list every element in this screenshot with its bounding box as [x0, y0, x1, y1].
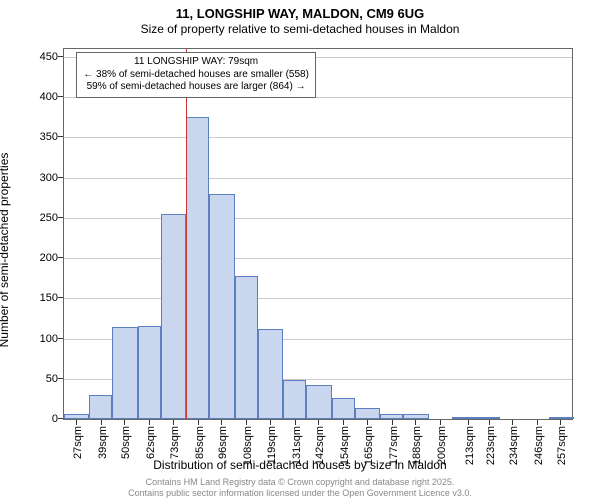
x-tick	[270, 420, 271, 425]
footer: Contains HM Land Registry data © Crown c…	[0, 477, 600, 499]
x-tick	[392, 420, 393, 425]
x-tick	[318, 420, 319, 425]
title-block: 11, LONGSHIP WAY, MALDON, CM9 6UG Size o…	[0, 0, 600, 37]
chart-container: 11, LONGSHIP WAY, MALDON, CM9 6UG Size o…	[0, 0, 600, 500]
histogram-bar	[549, 417, 574, 419]
x-tick-label: 73sqm	[169, 426, 181, 459]
x-tick-label: 50sqm	[120, 426, 132, 459]
histogram-bar	[380, 414, 403, 419]
x-tick	[221, 420, 222, 425]
x-tick	[489, 420, 490, 425]
histogram-bar	[283, 380, 306, 419]
y-tick-label: 350	[40, 131, 58, 143]
x-tick-label: 27sqm	[72, 426, 84, 459]
histogram-bar	[306, 385, 331, 419]
x-tick	[343, 420, 344, 425]
histogram-bar	[452, 417, 477, 419]
gridline-h	[64, 218, 572, 219]
histogram-bar	[209, 194, 234, 419]
histogram-bar	[355, 408, 380, 419]
x-tick	[124, 420, 125, 425]
callout-box: 11 LONGSHIP WAY: 79sqm← 38% of semi-deta…	[76, 52, 316, 98]
y-tick-label: 100	[40, 333, 58, 345]
callout-line2: ← 38% of semi-detached houses are smalle…	[83, 69, 309, 82]
chart-title: 11, LONGSHIP WAY, MALDON, CM9 6UG	[0, 6, 600, 22]
x-axis-label: Distribution of semi-detached houses by …	[0, 458, 600, 472]
histogram-bar	[64, 414, 89, 419]
gridline-h	[64, 258, 572, 259]
x-tick-label: 96sqm	[217, 426, 229, 459]
x-tick	[560, 420, 561, 425]
x-tick	[295, 420, 296, 425]
histogram-bar	[403, 414, 428, 419]
x-tick	[149, 420, 150, 425]
y-tick-label: 200	[40, 252, 58, 264]
x-tick	[173, 420, 174, 425]
callout-line3: 59% of semi-detached houses are larger (…	[83, 81, 309, 94]
histogram-bar	[235, 276, 258, 419]
histogram-bar	[186, 117, 209, 419]
x-tick	[367, 420, 368, 425]
histogram-bar	[477, 417, 500, 419]
histogram-bar	[161, 214, 186, 419]
gridline-h	[64, 137, 572, 138]
footer-line1: Contains HM Land Registry data © Crown c…	[146, 477, 455, 487]
y-tick-label: 300	[40, 172, 58, 184]
x-tick	[537, 420, 538, 425]
x-tick-label: 39sqm	[97, 426, 109, 459]
x-tick	[468, 420, 469, 425]
histogram-bar	[112, 327, 137, 420]
x-tick	[246, 420, 247, 425]
histogram-bar	[332, 398, 355, 419]
y-tick-label: 150	[40, 292, 58, 304]
x-tick	[415, 420, 416, 425]
marker-line	[186, 49, 187, 419]
y-tick-label: 50	[46, 373, 58, 385]
y-tick-label: 250	[40, 212, 58, 224]
gridline-h	[64, 298, 572, 299]
x-tick	[101, 420, 102, 425]
x-tick-label: 62sqm	[145, 426, 157, 459]
gridline-h	[64, 178, 572, 179]
plot-area: 11 LONGSHIP WAY: 79sqm← 38% of semi-deta…	[63, 48, 573, 420]
y-axis-label: Number of semi-detached properties	[0, 100, 11, 400]
y-tick-label: 400	[40, 91, 58, 103]
x-tick	[440, 420, 441, 425]
x-tick	[198, 420, 199, 425]
x-tick	[76, 420, 77, 425]
chart-subtitle: Size of property relative to semi-detach…	[0, 22, 600, 37]
histogram-bar	[89, 395, 112, 419]
footer-line2: Contains public sector information licen…	[128, 488, 472, 498]
x-tick	[512, 420, 513, 425]
x-ticks	[63, 420, 573, 425]
x-tick-label: 85sqm	[194, 426, 206, 459]
histogram-bar	[138, 326, 161, 419]
histogram-bar	[258, 329, 283, 419]
callout-line1: 11 LONGSHIP WAY: 79sqm	[83, 56, 309, 69]
y-tick-label: 0	[52, 413, 58, 425]
y-tick-label: 450	[40, 51, 58, 63]
